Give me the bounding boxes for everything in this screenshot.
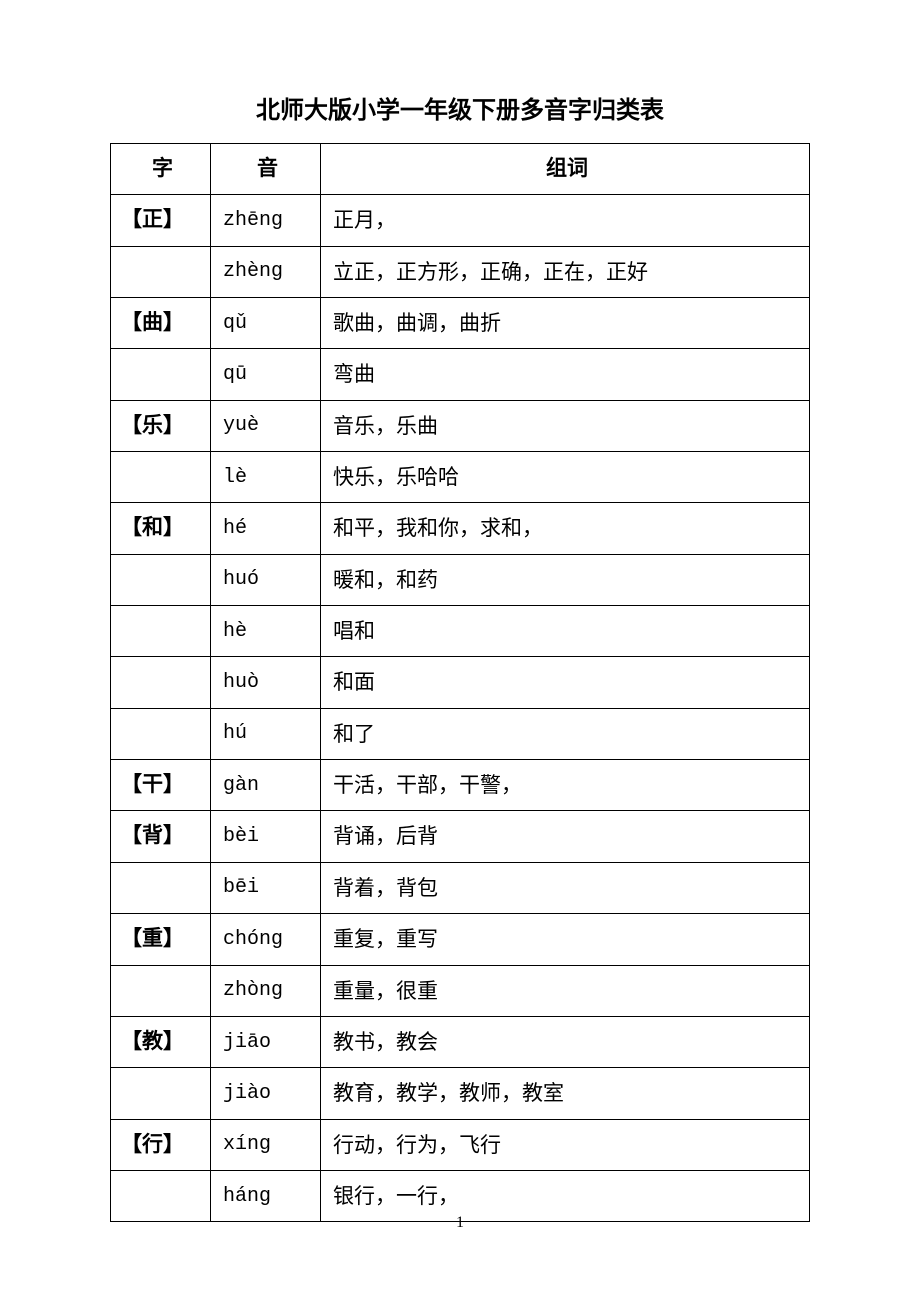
char-cell [111,657,211,708]
table-row: hè唱和 [111,606,810,657]
header-pinyin: 音 [211,144,321,195]
char-cell [111,246,211,297]
table-row: zhòng重量，很重 [111,965,810,1016]
pinyin-cell: huó [211,554,321,605]
char-cell [111,1068,211,1119]
pinyin-cell: xíng [211,1119,321,1170]
table-row: 【教】jiāo教书，教会 [111,1016,810,1067]
pinyin-cell: zhèng [211,246,321,297]
words-cell: 音乐，乐曲 [321,400,810,451]
char-cell [111,606,211,657]
char-cell: 【和】 [111,503,211,554]
pinyin-cell: hé [211,503,321,554]
table-row: 【背】bèi背诵，后背 [111,811,810,862]
char-cell [111,452,211,503]
char-cell: 【重】 [111,914,211,965]
table-row: lè快乐，乐哈哈 [111,452,810,503]
words-cell: 和平，我和你，求和， [321,503,810,554]
words-cell: 教育，教学，教师，教室 [321,1068,810,1119]
polyphonic-table: 字 音 组词 【正】zhēng正月，zhèng立正，正方形，正确，正在，正好【曲… [110,143,810,1222]
char-cell: 【背】 [111,811,211,862]
pinyin-cell: huò [211,657,321,708]
char-cell: 【干】 [111,760,211,811]
char-cell [111,708,211,759]
pinyin-cell: hè [211,606,321,657]
table-row: huó暖和，和药 [111,554,810,605]
char-cell: 【正】 [111,195,211,246]
char-cell [111,862,211,913]
words-cell: 正月， [321,195,810,246]
pinyin-cell: hú [211,708,321,759]
table-row: 【行】xíng行动，行为，飞行 [111,1119,810,1170]
table-row: 【和】hé和平，我和你，求和， [111,503,810,554]
pinyin-cell: jiào [211,1068,321,1119]
pinyin-cell: bèi [211,811,321,862]
char-cell [111,349,211,400]
pinyin-cell: gàn [211,760,321,811]
pinyin-cell: jiāo [211,1016,321,1067]
table-row: 【重】chóng重复，重写 [111,914,810,965]
table-row: huò和面 [111,657,810,708]
char-cell [111,965,211,1016]
pinyin-cell: bēi [211,862,321,913]
char-cell: 【教】 [111,1016,211,1067]
table-row: bēi背着，背包 [111,862,810,913]
table-row: 【乐】yuè音乐，乐曲 [111,400,810,451]
words-cell: 弯曲 [321,349,810,400]
pinyin-cell: qǔ [211,298,321,349]
table-row: zhèng立正，正方形，正确，正在，正好 [111,246,810,297]
char-cell: 【曲】 [111,298,211,349]
table-row: 【干】gàn干活，干部，干警， [111,760,810,811]
words-cell: 快乐，乐哈哈 [321,452,810,503]
words-cell: 干活，干部，干警， [321,760,810,811]
table-row: 【曲】qǔ歌曲，曲调，曲折 [111,298,810,349]
pinyin-cell: yuè [211,400,321,451]
table-row: hú和了 [111,708,810,759]
words-cell: 重复，重写 [321,914,810,965]
header-char: 字 [111,144,211,195]
page-number: 1 [0,1214,920,1232]
pinyin-cell: lè [211,452,321,503]
words-cell: 歌曲，曲调，曲折 [321,298,810,349]
table-row: qū弯曲 [111,349,810,400]
pinyin-cell: qū [211,349,321,400]
header-words: 组词 [321,144,810,195]
document-title: 北师大版小学一年级下册多音字归类表 [110,90,810,125]
table-row: 【正】zhēng正月， [111,195,810,246]
char-cell: 【行】 [111,1119,211,1170]
pinyin-cell: chóng [211,914,321,965]
pinyin-cell: zhòng [211,965,321,1016]
table-row: jiào教育，教学，教师，教室 [111,1068,810,1119]
words-cell: 和了 [321,708,810,759]
words-cell: 和面 [321,657,810,708]
words-cell: 背着，背包 [321,862,810,913]
char-cell: 【乐】 [111,400,211,451]
char-cell [111,554,211,605]
words-cell: 行动，行为，飞行 [321,1119,810,1170]
pinyin-cell: zhēng [211,195,321,246]
words-cell: 教书，教会 [321,1016,810,1067]
words-cell: 立正，正方形，正确，正在，正好 [321,246,810,297]
table-header-row: 字 音 组词 [111,144,810,195]
words-cell: 唱和 [321,606,810,657]
words-cell: 背诵，后背 [321,811,810,862]
words-cell: 重量，很重 [321,965,810,1016]
words-cell: 暖和，和药 [321,554,810,605]
